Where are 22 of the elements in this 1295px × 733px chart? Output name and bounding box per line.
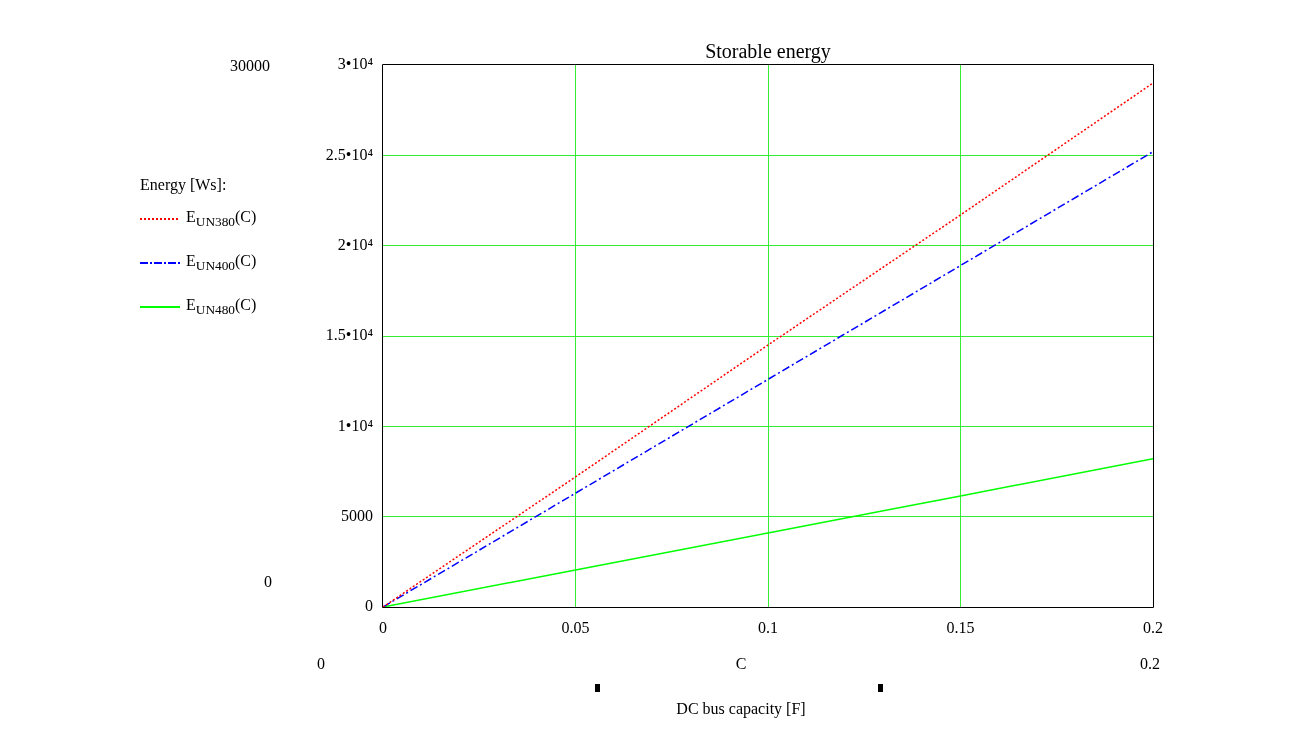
legend-label: E$_{UN380}$(C) [186,208,257,231]
y-tick-label: 0 [365,597,373,615]
y-tick-label: 3•10⁴ [337,55,374,73]
legend-label: E$_{UN480}$(C) [186,296,257,319]
legend-title: Energy [Ws]: [140,176,228,194]
y-tick-label: 1•10⁴ [337,416,374,434]
y-tick-label: 5000 [341,506,373,524]
x-tick-label: 0.15 [946,618,975,636]
text: 30000 [230,57,270,75]
x-tick-label: 0.05 [561,618,590,636]
x-tick-label: 0.2 [1143,618,1163,636]
x-axis-title: DC bus capacity [F] [676,700,806,719]
text: 0 [264,573,272,591]
text: 0.2 [1140,655,1160,673]
x-tick-label: 0 [379,618,387,636]
y-tick-label: 2.5•10⁴ [325,145,374,163]
chart-title: Storable energy [705,40,831,64]
y-tick-label: 1.5•10⁴ [325,326,374,344]
text: C [735,655,747,673]
y-tick-label: 2•10⁴ [337,235,374,253]
x-tick-label: 0.1 [758,618,778,636]
legend-label: E$_{UN400}$(C) [186,252,257,275]
